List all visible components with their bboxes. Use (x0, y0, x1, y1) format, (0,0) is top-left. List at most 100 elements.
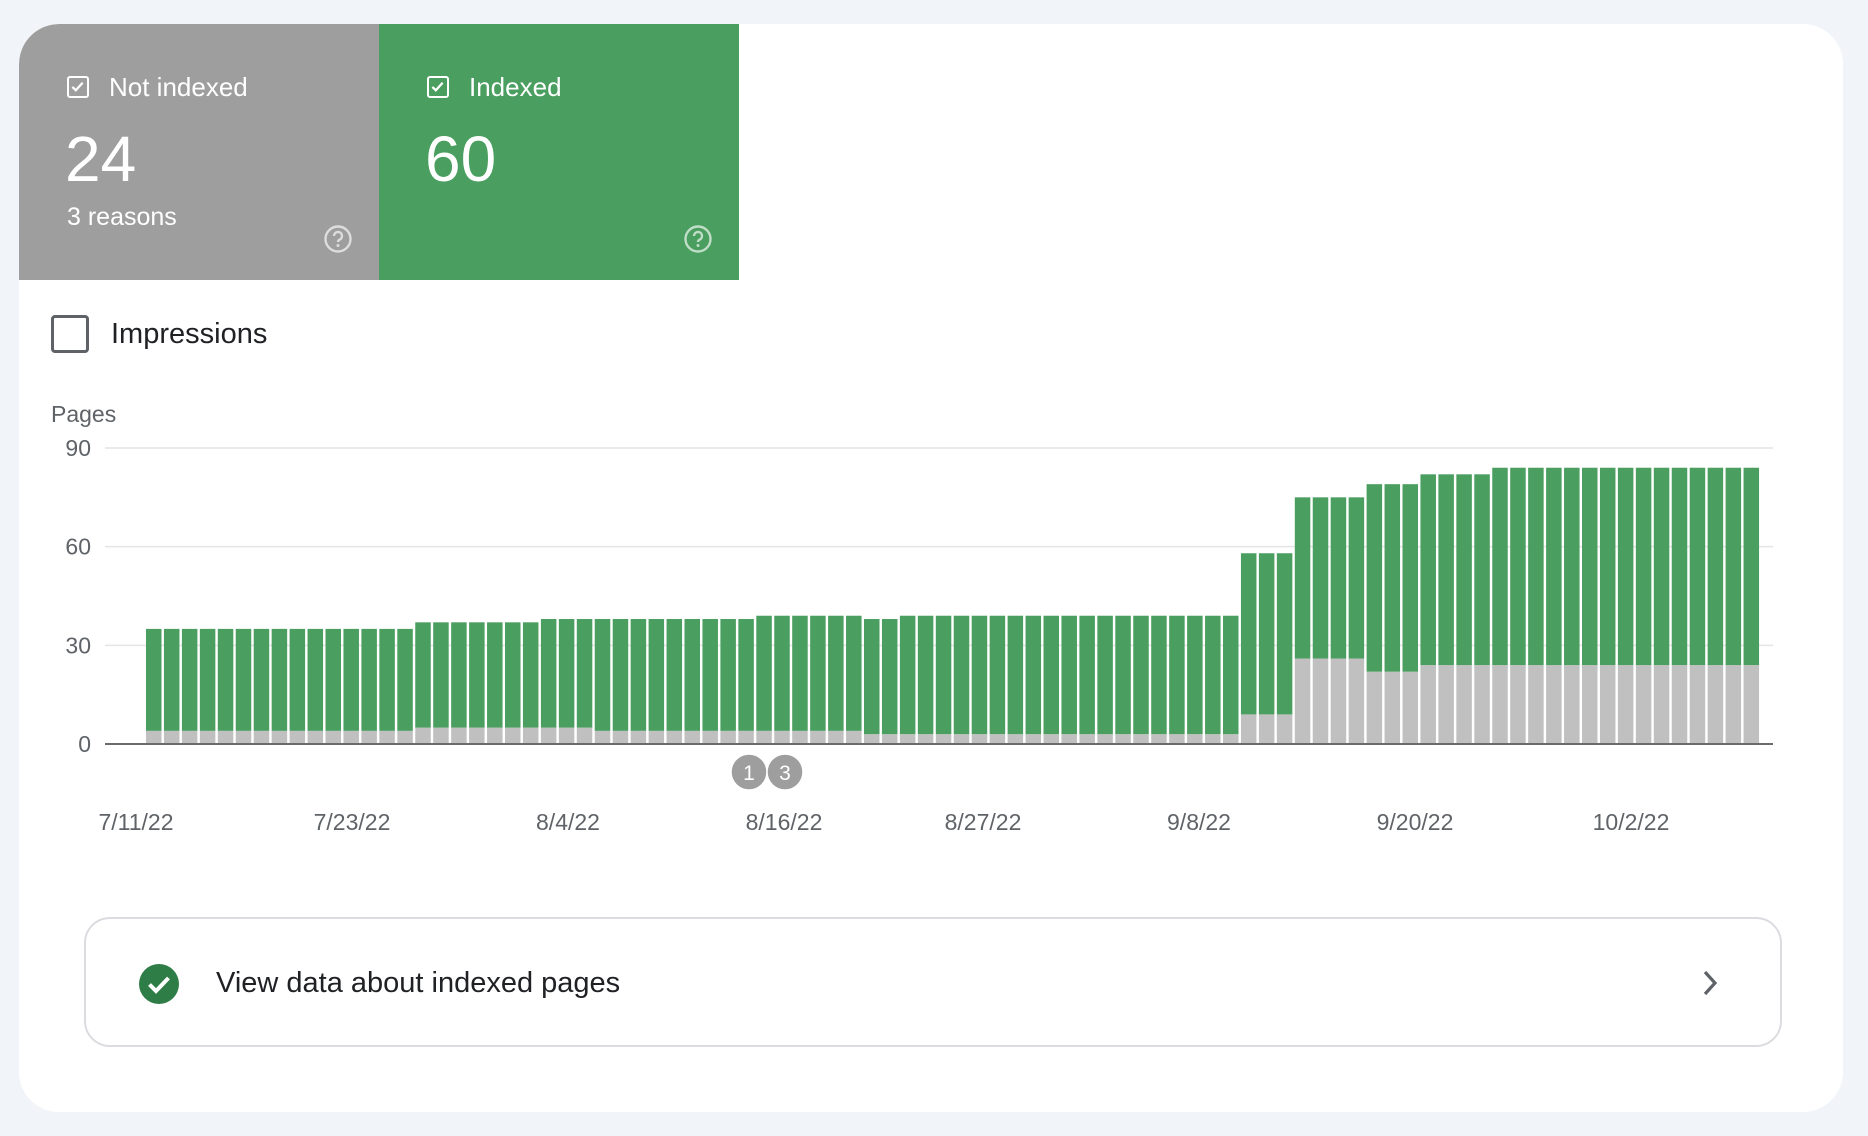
help-icon[interactable] (323, 224, 353, 254)
view-indexed-pages-label: View data about indexed pages (216, 967, 621, 999)
y-axis-label: Pages (51, 401, 116, 427)
bar-not-indexed (1725, 665, 1742, 744)
bar-not-indexed (576, 727, 593, 744)
x-tick-label: 9/20/22 (1377, 809, 1454, 835)
y-tick-label: 0 (78, 731, 91, 757)
bar-indexed (1599, 467, 1616, 666)
view-indexed-pages-link[interactable]: View data about indexed pages (84, 917, 1782, 1047)
bar-indexed (1384, 484, 1401, 672)
bar-not-indexed (451, 727, 467, 744)
bar-indexed (451, 622, 467, 728)
bar-indexed (163, 628, 180, 731)
bar-not-indexed (217, 730, 234, 744)
bar-indexed (1025, 615, 1042, 735)
bar-indexed (1043, 615, 1059, 735)
bar-not-indexed (1079, 734, 1095, 744)
not-indexed-tile[interactable]: Not indexed 24 3 reasons (19, 24, 379, 280)
bar-indexed (1438, 474, 1454, 666)
annotation-label: 3 (779, 762, 791, 785)
bar-indexed (917, 615, 934, 735)
bar-indexed (146, 628, 162, 731)
y-tick-label: 90 (65, 435, 91, 461)
y-tick-label: 60 (65, 534, 91, 560)
bar-not-indexed (1007, 734, 1024, 744)
impressions-toggle[interactable]: Impressions (51, 312, 267, 356)
bar-not-indexed (630, 730, 647, 744)
bar-indexed (630, 619, 647, 731)
bar-not-indexed (1599, 665, 1616, 744)
bar-indexed (289, 628, 306, 731)
bar-not-indexed (1043, 734, 1059, 744)
bar-indexed (1492, 467, 1508, 666)
pages-chart: Pages 0 30 60 90 7/11/22 7/23/22 8/4/22 8/16/22 8… (51, 401, 1773, 835)
y-tick-label: 30 (65, 632, 91, 658)
bar-indexed (774, 615, 790, 731)
bar-indexed (1133, 615, 1149, 735)
bar-not-indexed (379, 730, 395, 744)
bar-indexed (1420, 474, 1436, 666)
bar-not-indexed (1671, 665, 1688, 744)
bar-indexed (1743, 467, 1760, 666)
bar-not-indexed (522, 727, 539, 744)
bar-not-indexed (343, 730, 359, 744)
bar-indexed (1205, 615, 1221, 735)
index-coverage-card: Not indexed 24 3 reasons Indexed 60 Impr… (19, 24, 1843, 1112)
bar-not-indexed (558, 727, 575, 744)
bar-not-indexed (271, 730, 288, 744)
bar-indexed (271, 628, 288, 731)
indexed-checkbox[interactable] (427, 76, 449, 98)
annotation-label: 1 (743, 762, 755, 785)
bar-not-indexed (828, 730, 844, 744)
bar-not-indexed (1169, 734, 1185, 744)
impressions-checkbox[interactable] (51, 315, 89, 353)
bar-not-indexed (1187, 734, 1203, 744)
bar-not-indexed (1223, 734, 1239, 744)
bar-not-indexed (1510, 665, 1526, 744)
bar-not-indexed (935, 734, 952, 744)
bar-not-indexed (989, 734, 1006, 744)
bar-not-indexed (540, 727, 557, 744)
bar-indexed (612, 619, 629, 731)
bar-not-indexed (199, 730, 216, 744)
not-indexed-checkbox[interactable] (67, 76, 89, 98)
bar-indexed (1061, 615, 1077, 735)
bar-indexed (1294, 497, 1311, 659)
bar-not-indexed (1366, 671, 1383, 744)
bar-indexed (935, 615, 952, 735)
bar-not-indexed (1384, 671, 1401, 744)
bar-indexed (1653, 467, 1670, 666)
x-tick-label: 8/16/22 (746, 809, 823, 835)
bar-not-indexed (1689, 665, 1706, 744)
indexed-tile[interactable]: Indexed 60 (379, 24, 739, 280)
help-icon[interactable] (683, 224, 713, 254)
bar-not-indexed (235, 730, 252, 744)
bar-not-indexed (1653, 665, 1670, 744)
bar-not-indexed (1438, 665, 1454, 744)
bar-indexed (881, 619, 898, 735)
bar-not-indexed (774, 730, 790, 744)
bar-indexed (217, 628, 234, 731)
bar-not-indexed (738, 730, 754, 744)
bar-indexed (1366, 484, 1383, 672)
bar-not-indexed (881, 734, 898, 744)
bar-not-indexed (146, 730, 162, 744)
bar-not-indexed (1258, 714, 1275, 744)
bar-indexed (558, 619, 575, 728)
bar-indexed (1707, 467, 1724, 666)
bar-indexed (1725, 467, 1742, 666)
bar-not-indexed (720, 730, 736, 744)
bar-not-indexed (433, 727, 449, 744)
not-indexed-label: Not indexed (109, 72, 248, 102)
bar-indexed (1582, 467, 1598, 666)
bar-indexed (899, 615, 916, 735)
indexed-count: 60 (425, 123, 497, 195)
bar-not-indexed (325, 730, 341, 744)
bar-not-indexed (361, 730, 377, 744)
bar-not-indexed (1474, 665, 1490, 744)
bar-indexed (1456, 474, 1472, 666)
bar-indexed (1312, 497, 1329, 659)
bar-indexed (666, 619, 683, 731)
bar-not-indexed (1115, 734, 1131, 744)
bar-not-indexed (1330, 658, 1347, 744)
bar-indexed (828, 615, 844, 731)
